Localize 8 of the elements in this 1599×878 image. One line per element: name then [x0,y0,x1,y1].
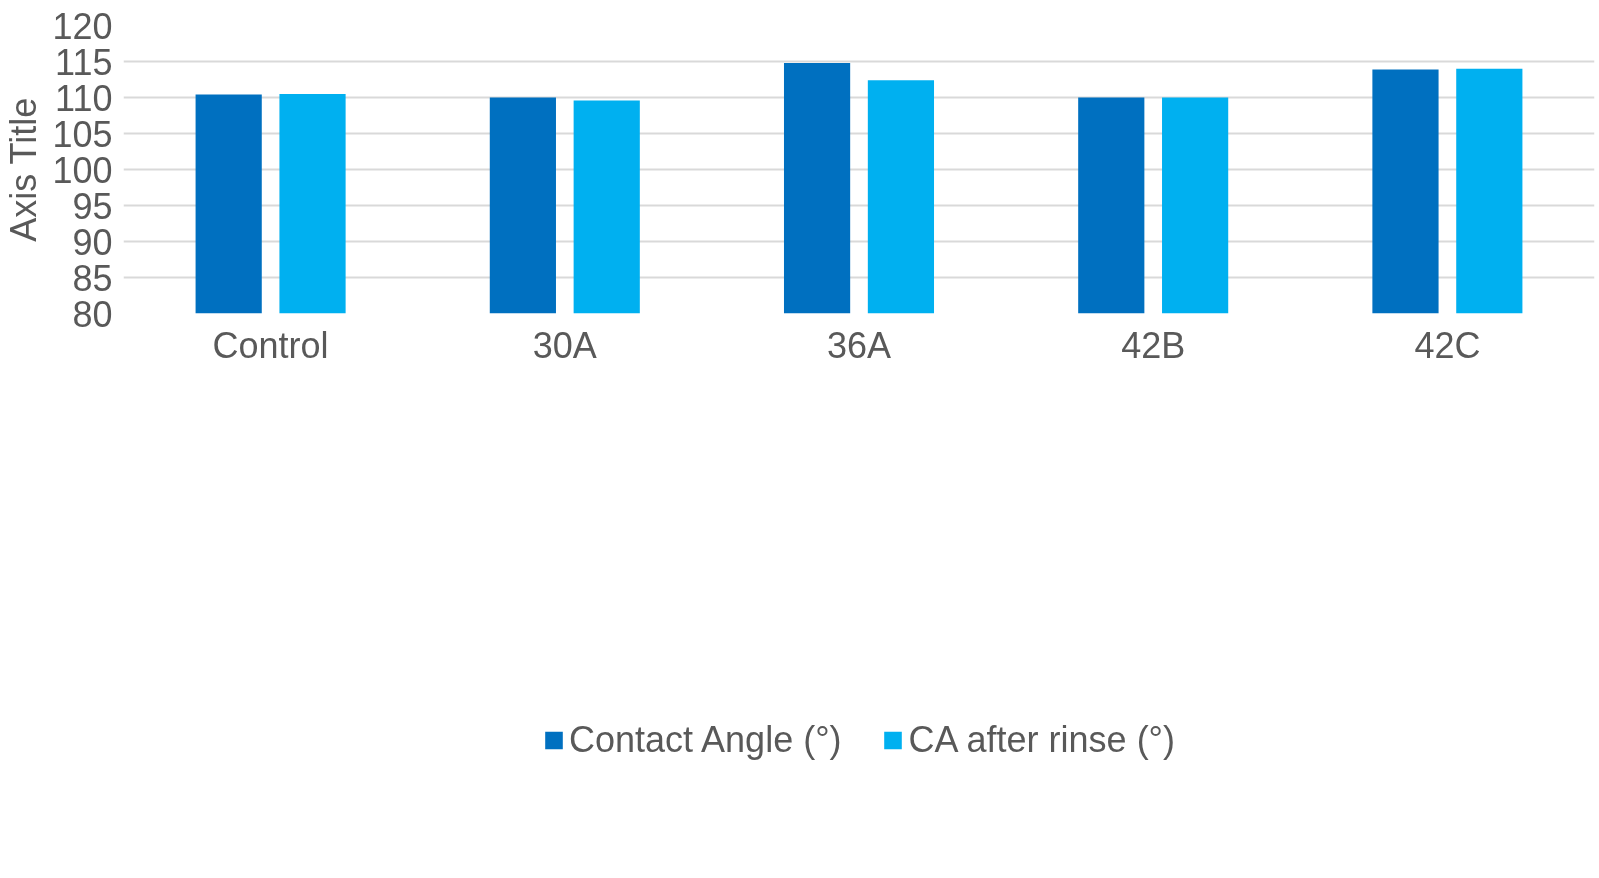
legend-label: CA after rinse (°) [908,719,1175,761]
x-tick-label: 36A [826,324,892,366]
x-tick-label: 42B [1121,324,1186,366]
y-axis-title: Axis Title [3,97,45,242]
x-tick-label: Control [212,324,329,366]
legend-label: Contact Angle (°) [569,719,842,761]
x-tick-label: 30A [532,324,597,366]
x-tick-label: 42C [1414,324,1481,366]
